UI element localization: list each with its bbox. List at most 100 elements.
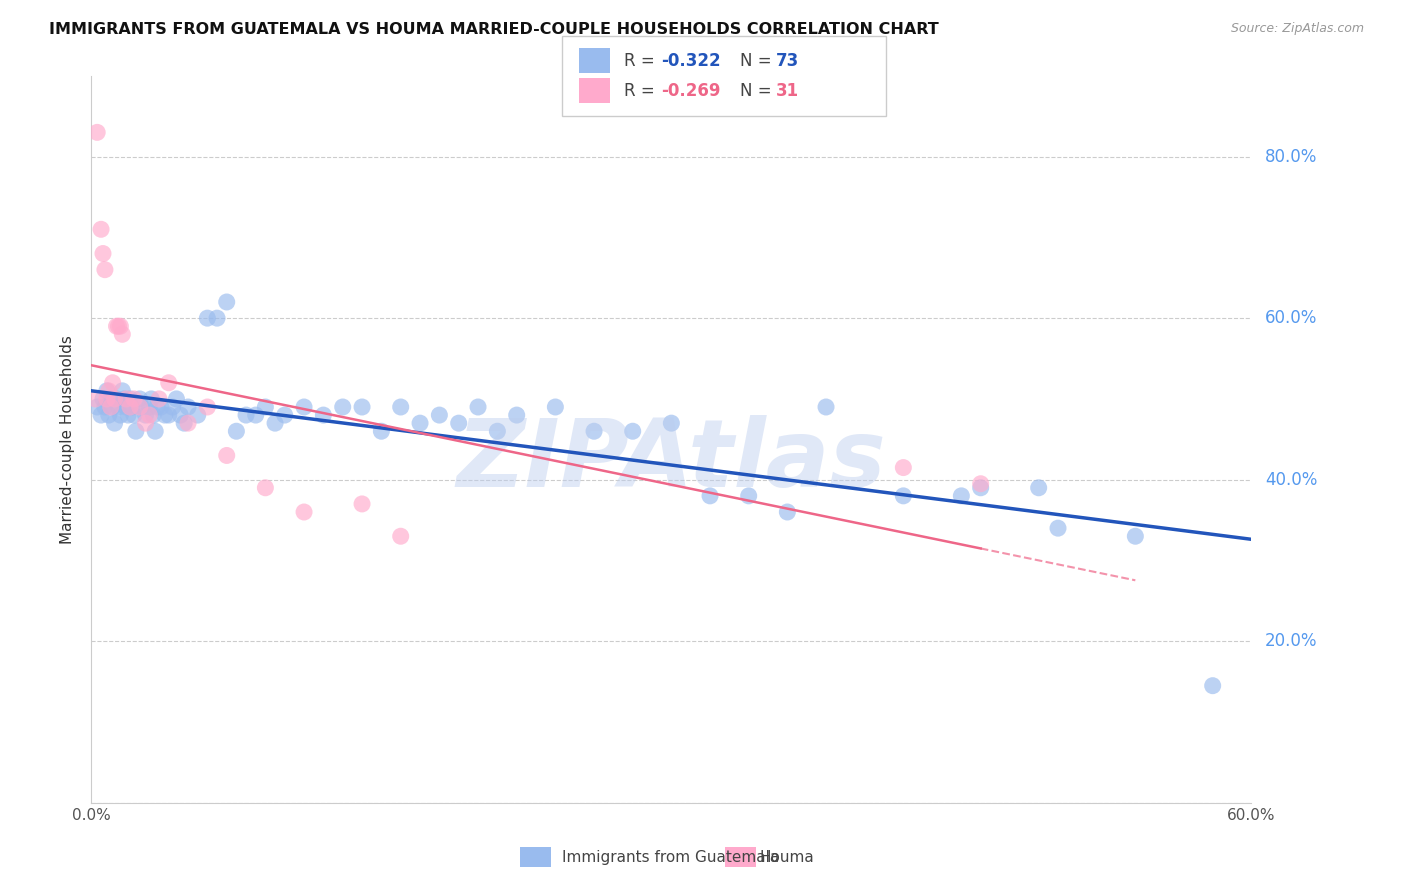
Point bbox=[1201, 679, 1223, 693]
Point bbox=[544, 400, 567, 414]
Text: N =: N = bbox=[740, 82, 776, 100]
Text: N =: N = bbox=[740, 52, 776, 70]
Text: Immigrants from Guatemala: Immigrants from Guatemala bbox=[562, 850, 780, 864]
Point bbox=[177, 416, 200, 430]
Text: 73: 73 bbox=[776, 52, 800, 70]
Point bbox=[332, 400, 354, 414]
Point bbox=[166, 392, 188, 406]
Point bbox=[187, 408, 209, 422]
Point bbox=[157, 408, 180, 422]
Point bbox=[891, 489, 914, 503]
Point bbox=[96, 392, 118, 406]
Point bbox=[100, 400, 122, 414]
Point bbox=[447, 416, 470, 430]
Text: R =: R = bbox=[624, 52, 661, 70]
Point bbox=[162, 400, 184, 414]
Point bbox=[125, 424, 148, 438]
Point bbox=[86, 125, 108, 139]
Point bbox=[292, 400, 315, 414]
Point bbox=[120, 400, 141, 414]
Point bbox=[104, 416, 127, 430]
Point bbox=[110, 408, 132, 422]
Point bbox=[467, 400, 489, 414]
Point bbox=[970, 476, 993, 491]
Point bbox=[148, 392, 170, 406]
Point bbox=[814, 400, 837, 414]
Point bbox=[215, 295, 238, 310]
Point bbox=[115, 400, 138, 414]
Point bbox=[138, 408, 160, 422]
Point bbox=[115, 392, 138, 406]
Point bbox=[225, 424, 247, 438]
Text: R =: R = bbox=[624, 82, 661, 100]
Point bbox=[205, 311, 228, 326]
Point bbox=[245, 408, 267, 422]
Point bbox=[273, 408, 295, 422]
Point bbox=[121, 400, 143, 414]
Point bbox=[157, 376, 180, 390]
Text: IMMIGRANTS FROM GUATEMALA VS HOUMA MARRIED-COUPLE HOUSEHOLDS CORRELATION CHART: IMMIGRANTS FROM GUATEMALA VS HOUMA MARRI… bbox=[49, 22, 939, 37]
Point bbox=[970, 481, 993, 495]
Point bbox=[138, 400, 160, 414]
Point bbox=[131, 400, 153, 414]
Point bbox=[141, 392, 163, 406]
Point bbox=[950, 489, 973, 503]
Text: 60.0%: 60.0% bbox=[1265, 310, 1317, 327]
Point bbox=[86, 400, 108, 414]
Point bbox=[776, 505, 799, 519]
Text: Source: ZipAtlas.com: Source: ZipAtlas.com bbox=[1230, 22, 1364, 36]
Point bbox=[737, 489, 759, 503]
Point bbox=[409, 416, 432, 430]
Point bbox=[104, 392, 127, 406]
Point bbox=[135, 408, 156, 422]
Point bbox=[107, 400, 129, 414]
Point bbox=[195, 311, 219, 326]
Text: 80.0%: 80.0% bbox=[1265, 147, 1317, 166]
Text: Houma: Houma bbox=[759, 850, 814, 864]
Point bbox=[235, 408, 257, 422]
Point bbox=[122, 408, 145, 422]
Point bbox=[389, 400, 412, 414]
Point bbox=[143, 424, 166, 438]
Text: ZIPAtlas: ZIPAtlas bbox=[457, 415, 886, 508]
Point bbox=[135, 416, 156, 430]
Point bbox=[292, 505, 315, 519]
Point bbox=[699, 489, 721, 503]
Point bbox=[254, 400, 277, 414]
Point bbox=[173, 416, 195, 430]
Point bbox=[91, 246, 114, 260]
Point bbox=[506, 408, 529, 422]
Point bbox=[352, 400, 374, 414]
Point bbox=[427, 408, 450, 422]
Point bbox=[97, 384, 120, 398]
Y-axis label: Married-couple Households: Married-couple Households bbox=[60, 334, 76, 544]
Point bbox=[97, 408, 120, 422]
Point bbox=[94, 400, 117, 414]
Point bbox=[84, 392, 107, 406]
Point bbox=[264, 416, 287, 430]
Text: 20.0%: 20.0% bbox=[1265, 632, 1317, 650]
Point bbox=[96, 384, 118, 398]
Point bbox=[582, 424, 605, 438]
Text: 31: 31 bbox=[776, 82, 799, 100]
Point bbox=[105, 319, 128, 334]
Point bbox=[254, 481, 277, 495]
Point bbox=[111, 384, 134, 398]
Point bbox=[101, 400, 124, 414]
Point bbox=[117, 408, 139, 422]
Point bbox=[177, 400, 200, 414]
Point bbox=[107, 319, 129, 334]
Point bbox=[215, 449, 238, 463]
Point bbox=[1125, 529, 1147, 543]
Point bbox=[90, 222, 112, 236]
Point bbox=[195, 400, 219, 414]
Point bbox=[91, 392, 114, 406]
Text: 40.0%: 40.0% bbox=[1265, 471, 1317, 489]
Text: -0.322: -0.322 bbox=[661, 52, 720, 70]
Point bbox=[120, 392, 141, 406]
Point bbox=[128, 392, 150, 406]
Text: -0.269: -0.269 bbox=[661, 82, 720, 100]
Point bbox=[169, 408, 191, 422]
Point bbox=[370, 424, 392, 438]
Point bbox=[94, 262, 117, 277]
